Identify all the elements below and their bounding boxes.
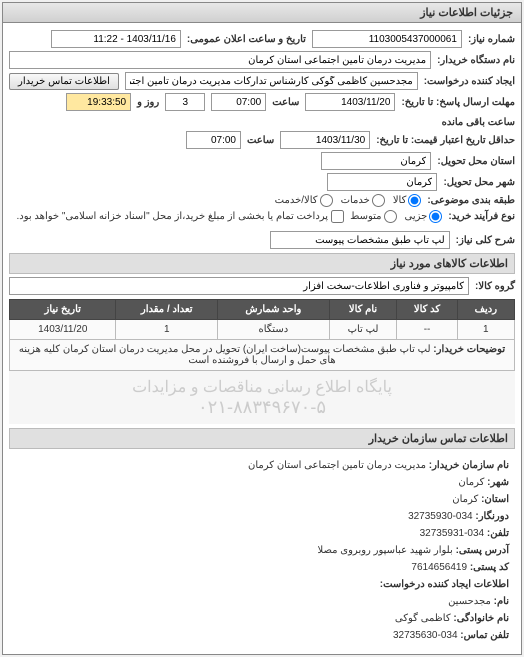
city-field[interactable] [327, 173, 437, 191]
contact-button[interactable]: اطلاعات تماس خریدار [9, 73, 119, 90]
validity-label: حداقل تاریخ اعتبار قیمت: تا تاریخ: [376, 135, 515, 146]
category-label: طبقه بندی موضوعی: [427, 195, 515, 206]
radio-jozi[interactable] [429, 210, 442, 223]
announce-field[interactable] [51, 30, 181, 48]
time-label-1: ساعت [272, 97, 299, 108]
items-table: ردیف کد کالا نام کالا واحد شمارش تعداد /… [9, 299, 515, 371]
items-section-title: اطلاعات کالاهای مورد نیاز [9, 253, 515, 274]
province-label: استان محل تحویل: [437, 156, 515, 167]
city-label: شهر محل تحویل: [443, 177, 515, 188]
radio-khadamat[interactable] [372, 194, 385, 207]
number-label: شماره نیاز: [468, 34, 515, 45]
org-field[interactable] [9, 51, 431, 69]
need-details-panel: جزئیات اطلاعات نیاز شماره نیاز: تاریخ و … [2, 2, 522, 655]
need-title-label: شرح کلی نیاز: [456, 235, 515, 246]
process-text: پرداخت تمام یا بخشی از مبلغ خرید،از محل … [16, 211, 328, 222]
number-field[interactable] [312, 30, 462, 48]
watermark-text: پایگاه اطلاع رسانی مناقصات و مزایدات [15, 377, 509, 397]
category-radios: کالا خدمات کالا/خدمت [275, 194, 422, 207]
province-field[interactable] [321, 152, 431, 170]
th-code: کد کالا [397, 300, 457, 320]
th-row: ردیف [457, 300, 514, 320]
watermark-phone: ۰۲۱-۸۸۳۴۹۶۷۰-۵ [15, 397, 509, 418]
contact-box: نام سازمان خریدار: مدیریت درمان تامین اج… [9, 451, 515, 650]
radio-motavaset[interactable] [384, 210, 397, 223]
deadline-time[interactable] [211, 93, 266, 111]
radio-kala-khadamat[interactable] [320, 194, 333, 207]
table-desc-row: توضیحات خریدار: لپ تاپ طبق مشخصات پیوست(… [10, 340, 515, 371]
deadline-label: مهلت ارسال پاسخ: تا تاریخ: [401, 97, 515, 108]
days-label: روز و [137, 97, 159, 108]
process-radios: جزیی متوسط [350, 210, 442, 223]
time-label-2: ساعت [247, 135, 274, 146]
need-title-field[interactable] [270, 231, 450, 249]
table-row: 1 -- لپ تاپ دستگاه 1 1403/11/20 [10, 320, 515, 340]
contact-section-title: اطلاعات تماس سازمان خریدار [9, 428, 515, 449]
creator-label: ایجاد کننده درخواست: [424, 76, 515, 87]
th-unit: واحد شمارش [218, 300, 330, 320]
radio-kala[interactable] [408, 194, 421, 207]
remain-label: ساعت باقی مانده [442, 117, 515, 128]
days-left[interactable] [165, 93, 205, 111]
creator-field[interactable] [125, 72, 418, 90]
panel-title: جزئیات اطلاعات نیاز [3, 3, 521, 23]
org-label: نام دستگاه خریدار: [437, 55, 515, 66]
desc-text: لپ تاپ طبق مشخصات پیوست(ساخت ایران) تحوی… [19, 344, 431, 366]
validity-date[interactable] [280, 131, 370, 149]
treasury-checkbox[interactable] [331, 210, 344, 223]
validity-time[interactable] [186, 131, 241, 149]
group-field[interactable] [9, 277, 469, 295]
announce-label: تاریخ و ساعت اعلان عمومی: [187, 34, 306, 45]
table-header-row: ردیف کد کالا نام کالا واحد شمارش تعداد /… [10, 300, 515, 320]
time-left[interactable] [66, 93, 131, 111]
watermark-area: پایگاه اطلاع رسانی مناقصات و مزایدات ۰۲۱… [9, 371, 515, 424]
desc-label: توضیحات خریدار: [433, 344, 505, 355]
th-name: نام کالا [329, 300, 397, 320]
th-qty: تعداد / مقدار [116, 300, 218, 320]
panel-body: شماره نیاز: تاریخ و ساعت اعلان عمومی: نا… [3, 23, 521, 654]
group-label: گروه کالا: [475, 281, 515, 292]
process-label: نوع فرآیند خرید: [448, 211, 515, 222]
deadline-date[interactable] [305, 93, 395, 111]
th-date: تاریخ نیاز [10, 300, 116, 320]
